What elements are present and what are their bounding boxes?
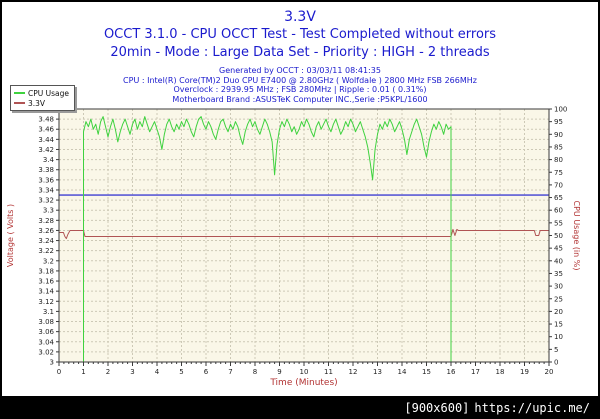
right-tick-label: 45 (554, 245, 563, 253)
voltage-cpu-usage-chart: 3.53.483.463.443.423.43.383.363.343.323.… (6, 106, 581, 389)
x-tick-label: 3 (130, 368, 134, 376)
info-generated: Generated by OCCT : 03/03/11 08:41:35 (219, 66, 381, 75)
left-axis-title: Voltage ( Volts ) (6, 204, 15, 267)
legend-label-3v3: 3.3V (28, 98, 46, 108)
x-tick-label: 11 (324, 368, 333, 376)
left-tick-label: 3.4 (43, 156, 55, 164)
right-tick-label: 90 (554, 131, 563, 139)
right-tick-label: 75 (554, 169, 563, 177)
right-tick-label: 60 (554, 207, 563, 215)
right-tick-label: 15 (554, 321, 563, 329)
left-tick-label: 3.48 (38, 116, 54, 124)
x-tick-label: 18 (496, 368, 505, 376)
right-tick-label: 0 (554, 359, 558, 367)
left-tick-label: 3.22 (38, 247, 54, 255)
left-tick-label: 3.42 (38, 146, 54, 154)
right-tick-label: 70 (554, 181, 563, 189)
left-tick-label: 3.1 (43, 308, 54, 316)
chart-legend: CPU Usage 3.3V (10, 85, 76, 111)
left-tick-label: 3.2 (43, 257, 54, 265)
left-tick-label: 3.28 (38, 217, 54, 225)
voltage-line-swatch (14, 102, 25, 104)
chart-title: 3.3V (284, 9, 316, 25)
info-overclock: Overclock : 2939.95 MHz ; FSB 280MHz | R… (173, 85, 427, 94)
right-tick-label: 30 (554, 283, 563, 291)
chart-subtitle-test: OCCT 3.1.0 - CPU OCCT Test - Test Comple… (103, 27, 497, 42)
left-tick-label: 3.12 (38, 298, 54, 306)
x-tick-label: 10 (300, 368, 309, 376)
left-tick-label: 3.32 (38, 197, 54, 205)
left-tick-label: 3.44 (38, 136, 54, 144)
cpu-usage-line-swatch (14, 92, 25, 94)
left-tick-label: 3.36 (38, 176, 54, 184)
x-tick-label: 20 (545, 368, 554, 376)
right-axis-title: CPU Usage (in %) (572, 201, 581, 271)
chart-header: 3.3V OCCT 3.1.0 - CPU OCCT Test - Test C… (2, 8, 598, 104)
left-tick-label: 3.34 (38, 186, 54, 194)
left-tick-label: 3.26 (38, 227, 54, 235)
x-tick-label: 13 (373, 368, 382, 376)
x-tick-label: 7 (228, 368, 232, 376)
right-tick-label: 95 (554, 118, 563, 126)
x-tick-label: 0 (57, 368, 61, 376)
chart-info-block: Generated by OCCT : 03/03/11 08:41:35 CP… (2, 66, 598, 104)
right-tick-label: 80 (554, 156, 563, 164)
left-tick-label: 3.04 (38, 338, 54, 346)
right-tick-label: 55 (554, 219, 563, 227)
right-tick-label: 50 (554, 232, 563, 240)
watermark-bar: [900x600] https://upic.me/ (2, 396, 598, 417)
legend-label-cpu-usage: CPU Usage (28, 88, 70, 98)
left-tick-label: 3.3 (43, 207, 54, 215)
right-tick-label: 35 (554, 270, 563, 278)
left-tick-label: 3.16 (38, 278, 54, 286)
legend-item-3v3: 3.3V (14, 98, 69, 108)
left-tick-label: 3.06 (38, 328, 54, 336)
legend-item-cpu-usage: CPU Usage (14, 88, 69, 98)
series-3-3v (59, 228, 549, 240)
x-tick-label: 12 (349, 368, 358, 376)
x-tick-label: 5 (179, 368, 183, 376)
right-tick-label: 40 (554, 257, 563, 265)
watermark-url: https://upic.me/ (474, 400, 590, 415)
left-tick-label: 3.46 (38, 126, 54, 134)
info-motherboard: Motherboard Brand :ASUSTeK Computer INC.… (172, 94, 428, 104)
right-tick-label: 25 (554, 295, 563, 303)
x-tick-label: 6 (204, 368, 209, 376)
series-cpu-usage (59, 116, 549, 363)
left-tick-label: 3.18 (38, 267, 54, 275)
left-tick-label: 3.14 (38, 288, 54, 296)
right-tick-label: 5 (554, 346, 558, 354)
chart-subtitle-mode: 20min - Mode : Large Data Set - Priority… (110, 45, 490, 60)
right-tick-label: 100 (554, 106, 567, 114)
x-tick-label: 9 (277, 368, 281, 376)
x-tick-label: 16 (447, 368, 456, 376)
x-tick-label: 4 (155, 368, 160, 376)
x-axis-title: Time (Minutes) (269, 378, 337, 388)
x-tick-label: 8 (253, 368, 257, 376)
x-tick-label: 15 (422, 368, 431, 376)
info-cpu: CPU : Intel(R) Core(TM)2 Duo CPU E7400 @… (123, 75, 477, 85)
right-tick-label: 65 (554, 194, 563, 202)
x-tick-label: 1 (81, 368, 85, 376)
left-tick-label: 3.38 (38, 166, 54, 174)
x-tick-label: 17 (471, 368, 480, 376)
right-tick-label: 10 (554, 333, 563, 341)
left-tick-label: 3 (50, 359, 54, 367)
right-tick-label: 20 (554, 308, 563, 316)
right-tick-label: 85 (554, 143, 563, 151)
left-tick-label: 3.02 (38, 348, 54, 356)
x-tick-label: 2 (106, 368, 110, 376)
left-tick-label: 3.24 (38, 237, 54, 245)
watermark-size: [900x600] (404, 400, 470, 415)
x-tick-label: 14 (398, 368, 407, 376)
left-tick-label: 3.08 (38, 318, 54, 326)
x-tick-label: 19 (520, 368, 529, 376)
plot-area (59, 109, 549, 362)
